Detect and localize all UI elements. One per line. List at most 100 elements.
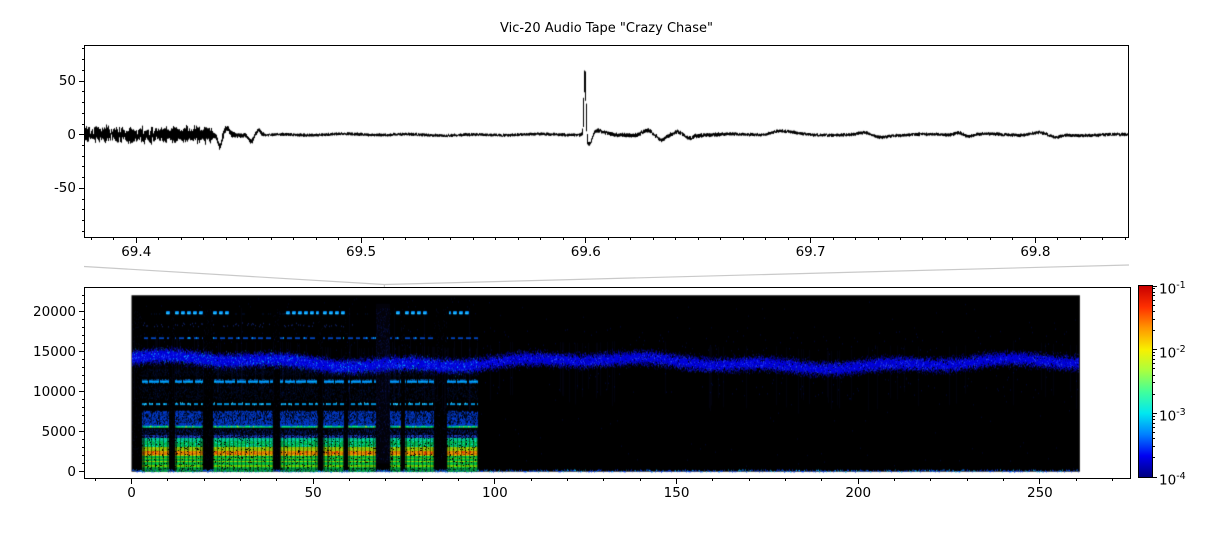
colorbar-minor-tick [1152,318,1155,320]
spectrogram-y-minor-tick [82,367,85,369]
spectrogram-x-minor-tick [421,478,423,481]
colorbar-minor-tick [1152,431,1155,433]
waveform-x-major-tick [1034,237,1036,243]
waveform-y-minor-tick [82,102,85,104]
waveform-x-minor-tick [405,237,407,240]
colorbar-minor-tick [1152,355,1155,357]
waveform-y-minor-tick [82,220,85,222]
waveform-x-minor-tick [967,237,969,240]
waveform-x-minor-tick [225,237,227,240]
spectrogram-x-minor-tick [1075,478,1077,481]
spectrogram-x-minor-tick [240,478,241,481]
colorbar-major-tick [1152,412,1157,414]
figure-title: Vic-20 Audio Tape "Crazy Chase" [499,21,713,36]
waveform-x-minor-tick [1079,237,1081,240]
spectrogram-y-minor-tick [82,439,85,441]
spectrogram-y-minor-tick [82,295,85,297]
waveform-y-minor-tick [82,91,85,93]
spectrogram-y-minor-tick [82,335,85,337]
waveform-x-minor-tick [90,237,92,240]
waveform-x-minor-tick [989,237,991,240]
waveform-x-minor-tick [697,237,699,240]
colorbar-minor-tick [1152,368,1155,370]
waveform-x-minor-tick [607,237,609,240]
colorbar-tick-base: 10 [1159,281,1177,298]
spectrogram-y-tick-label: 5000 [41,423,76,440]
colorbar-tick-base: 10 [1159,408,1177,425]
spectrogram-x-minor-tick [385,478,387,481]
waveform-x-minor-tick [1102,237,1104,240]
spectrogram-x-tick-label: 50 [304,485,322,501]
spectrogram-x-minor-tick [94,478,96,481]
waveform-x-minor-tick [472,237,474,240]
waveform-x-minor-tick [495,237,497,240]
colorbar-minor-tick [1152,374,1155,376]
spectrogram-x-major-tick [676,478,678,484]
waveform-x-tick-label: 69.6 [570,244,601,260]
waveform-y-minor-tick [82,177,85,179]
colorbar-minor-tick [1152,426,1155,428]
spectrogram-x-tick-label: 100 [481,485,508,501]
waveform-x-minor-tick [540,237,542,240]
waveform-x-minor-tick [158,237,160,240]
spectrogram-y-tick-label: 10000 [33,383,76,400]
spectrogram-x-minor-tick [603,478,605,481]
colorbar-minor-tick [1152,438,1155,440]
waveform-x-tick-label: 69.8 [1020,244,1051,260]
colorbar-tick-label: 10-3 [1159,404,1186,426]
waveform-x-minor-tick [742,237,744,240]
spectrogram-x-minor-tick [785,478,787,481]
waveform-x-minor-tick [293,237,295,240]
colorbar-tick-base: 10 [1159,345,1177,362]
spectrogram-y-major-tick [79,471,85,473]
zoom-connector-line [384,264,1130,286]
waveform-x-minor-tick [427,237,429,240]
spectrogram-x-minor-tick [349,478,351,481]
colorbar-minor-tick [1152,359,1155,361]
waveform-x-minor-tick [248,237,250,240]
waveform-x-minor-tick [765,237,767,240]
colorbar-minor-tick [1152,446,1155,448]
colorbar-minor-tick [1152,352,1155,354]
waveform-y-tick-label: 0 [67,126,76,143]
waveform-y-tick-label: 50 [58,73,76,90]
colorbar-minor-tick [1152,295,1155,297]
spectrogram-x-minor-tick [712,478,714,481]
spectrogram-x-minor-tick [930,478,932,481]
spectrogram-y-minor-tick [82,455,85,457]
spectrogram-y-minor-tick [82,407,85,409]
colorbar-tick-exp: -2 [1176,343,1186,355]
spectrogram-y-minor-tick [82,383,85,385]
spectrogram-x-minor-tick [966,478,968,481]
spectrogram-x-minor-tick [821,478,823,481]
waveform-x-minor-tick [720,237,722,240]
waveform-y-major-tick [79,187,85,189]
spectrogram-x-major-tick [857,478,859,484]
colorbar-minor-tick [1152,304,1155,306]
spectrogram-x-minor-tick [276,478,278,481]
waveform-x-major-tick [135,237,137,243]
waveform-x-tick-label: 69.7 [795,244,826,260]
colorbar-minor-tick [1152,291,1155,293]
spectrogram-axes [84,287,1131,479]
waveform-x-minor-tick [1124,237,1126,240]
colorbar-minor-tick [1152,382,1155,384]
spectrogram-y-minor-tick [82,423,85,425]
spectrogram-x-tick-label: 150 [663,485,690,501]
spectrogram-y-minor-tick [82,375,85,377]
colorbar-tick-exp: -1 [1176,280,1186,291]
waveform-x-minor-tick [180,237,182,240]
spectrogram-x-minor-tick [1112,478,1114,481]
waveform-x-minor-tick [1012,237,1014,240]
spectrogram-y-minor-tick [82,343,85,345]
colorbar-minor-tick [1152,393,1155,395]
colorbar-minor-tick [1152,299,1155,301]
spectrogram-y-major-tick [79,311,85,313]
spectrogram-x-major-tick [1039,478,1041,484]
spectrogram-x-minor-tick [458,478,460,481]
zoom-connector-line [83,265,385,286]
spectrogram-x-minor-tick [203,478,205,481]
waveform-x-minor-tick [855,237,857,240]
colorbar-tick-exp: -3 [1176,407,1186,419]
colorbar-minor-tick [1152,363,1155,365]
